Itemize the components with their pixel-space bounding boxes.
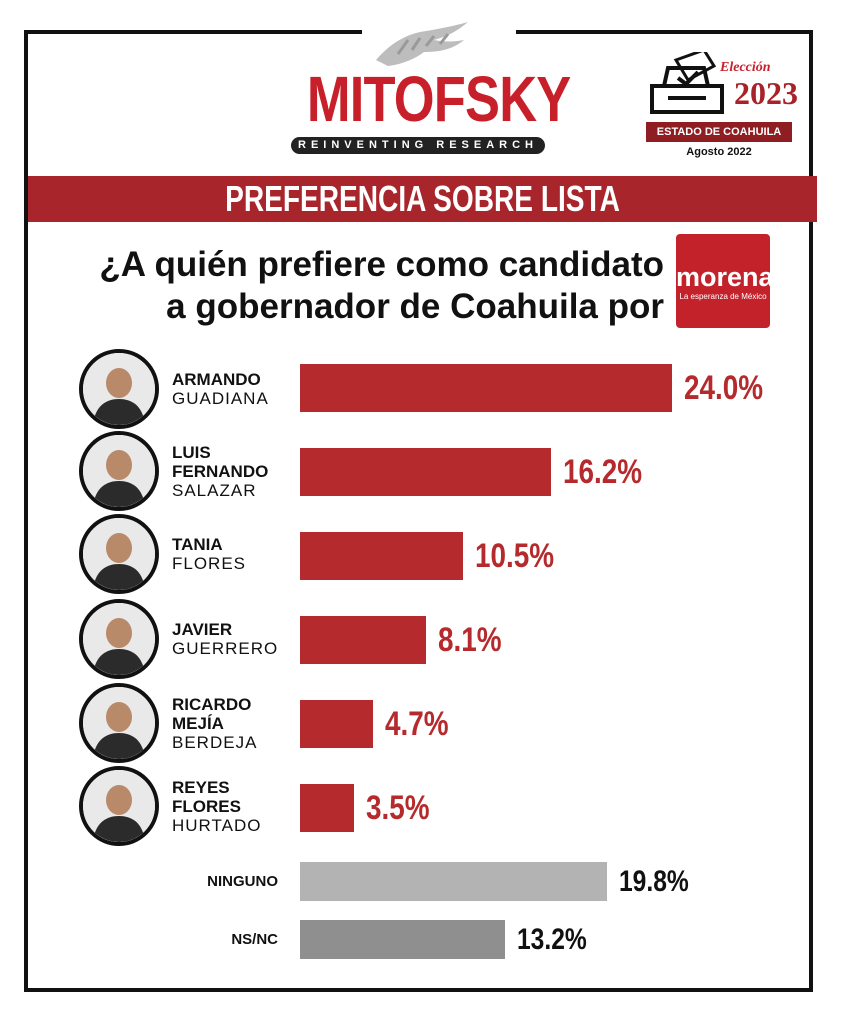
banner-title: PREFERENCIA SOBRE LISTA — [225, 178, 620, 219]
candidate-first-name: JAVIER — [172, 620, 233, 639]
candidate-avatar — [79, 431, 159, 511]
bar-1 — [300, 448, 551, 496]
candidate-avatar — [79, 349, 159, 429]
value-label-5: 3.5% — [366, 789, 430, 827]
candidate-first-name: RICARDO MEJÍA — [172, 695, 252, 733]
candidate-last-name: GUERRERO — [172, 639, 279, 658]
badge-state: ESTADO DE COAHUILA — [646, 122, 792, 142]
bar-7 — [300, 920, 505, 959]
bar-0 — [300, 364, 672, 412]
candidate-last-name: FLORES — [172, 554, 247, 573]
value-label-4: 4.7% — [385, 705, 449, 743]
morena-logo: morena La esperanza de México — [676, 234, 774, 328]
candidate-last-name: GUADIANA — [172, 389, 269, 408]
section-banner: PREFERENCIA SOBRE LISTA — [28, 176, 817, 222]
election-badge: Elección 2023 ESTADO DE COAHUILA Agosto … — [640, 52, 800, 164]
eagle-icon — [376, 22, 468, 66]
candidate-name-label: REYES FLORES HURTADO — [172, 778, 300, 835]
frame-border — [24, 30, 813, 992]
candidate-first-name: ARMANDO — [172, 370, 261, 389]
value-label-6: 19.8% — [619, 864, 689, 898]
value-label-0: 24.0% — [684, 369, 764, 407]
category-label-ninguno: NINGUNO — [207, 873, 278, 890]
candidate-avatar — [79, 514, 159, 594]
candidate-name-label: RICARDO MEJÍA BERDEJA — [172, 695, 300, 752]
bar-3 — [300, 616, 426, 664]
candidate-last-name: SALAZAR — [172, 481, 257, 500]
morena-logo-name: morena — [676, 262, 774, 292]
candidate-first-name: REYES FLORES — [172, 778, 241, 816]
category-label-nsnc: NS/NC — [231, 931, 278, 948]
candidate-name-label: JAVIER GUERRERO — [172, 620, 300, 658]
brand-logo: MITOFSKY — [306, 63, 571, 135]
candidate-last-name: HURTADO — [172, 816, 262, 835]
bar-2 — [300, 532, 463, 580]
value-label-7: 13.2% — [517, 922, 587, 956]
brand-tagline: REINVENTING RESEARCH — [291, 137, 545, 154]
candidate-first-name: TANIA — [172, 535, 223, 554]
candidate-first-name: LUIS FERNANDO — [172, 443, 269, 481]
candidate-name-label: TANIA FLORES — [172, 535, 300, 573]
value-label-1: 16.2% — [563, 453, 643, 491]
question-line-1: ¿A quién prefiere como candidato — [99, 245, 664, 284]
question-title: ¿A quién prefiere como candidato a gober… — [60, 244, 664, 328]
badge-date: Agosto 2022 — [686, 146, 752, 158]
badge-year: 2023 — [734, 75, 798, 111]
candidate-avatar — [79, 766, 159, 846]
candidate-last-name: BERDEJA — [172, 733, 258, 752]
question-line-2: a gobernador de Coahuila por — [166, 287, 664, 326]
candidate-name-label: LUIS FERNANDO SALAZAR — [172, 443, 300, 500]
bar-4 — [300, 700, 373, 748]
candidate-name-label: ARMANDO GUADIANA — [172, 370, 300, 408]
candidate-avatar — [79, 683, 159, 763]
morena-logo-slogan: La esperanza de México — [679, 292, 767, 301]
bar-5 — [300, 784, 354, 832]
value-label-2: 10.5% — [475, 537, 555, 575]
value-label-3: 8.1% — [438, 621, 502, 659]
candidate-avatar — [79, 599, 159, 679]
badge-title: Elección — [720, 60, 771, 75]
ballot-box-icon — [650, 52, 724, 114]
bar-6 — [300, 862, 607, 901]
